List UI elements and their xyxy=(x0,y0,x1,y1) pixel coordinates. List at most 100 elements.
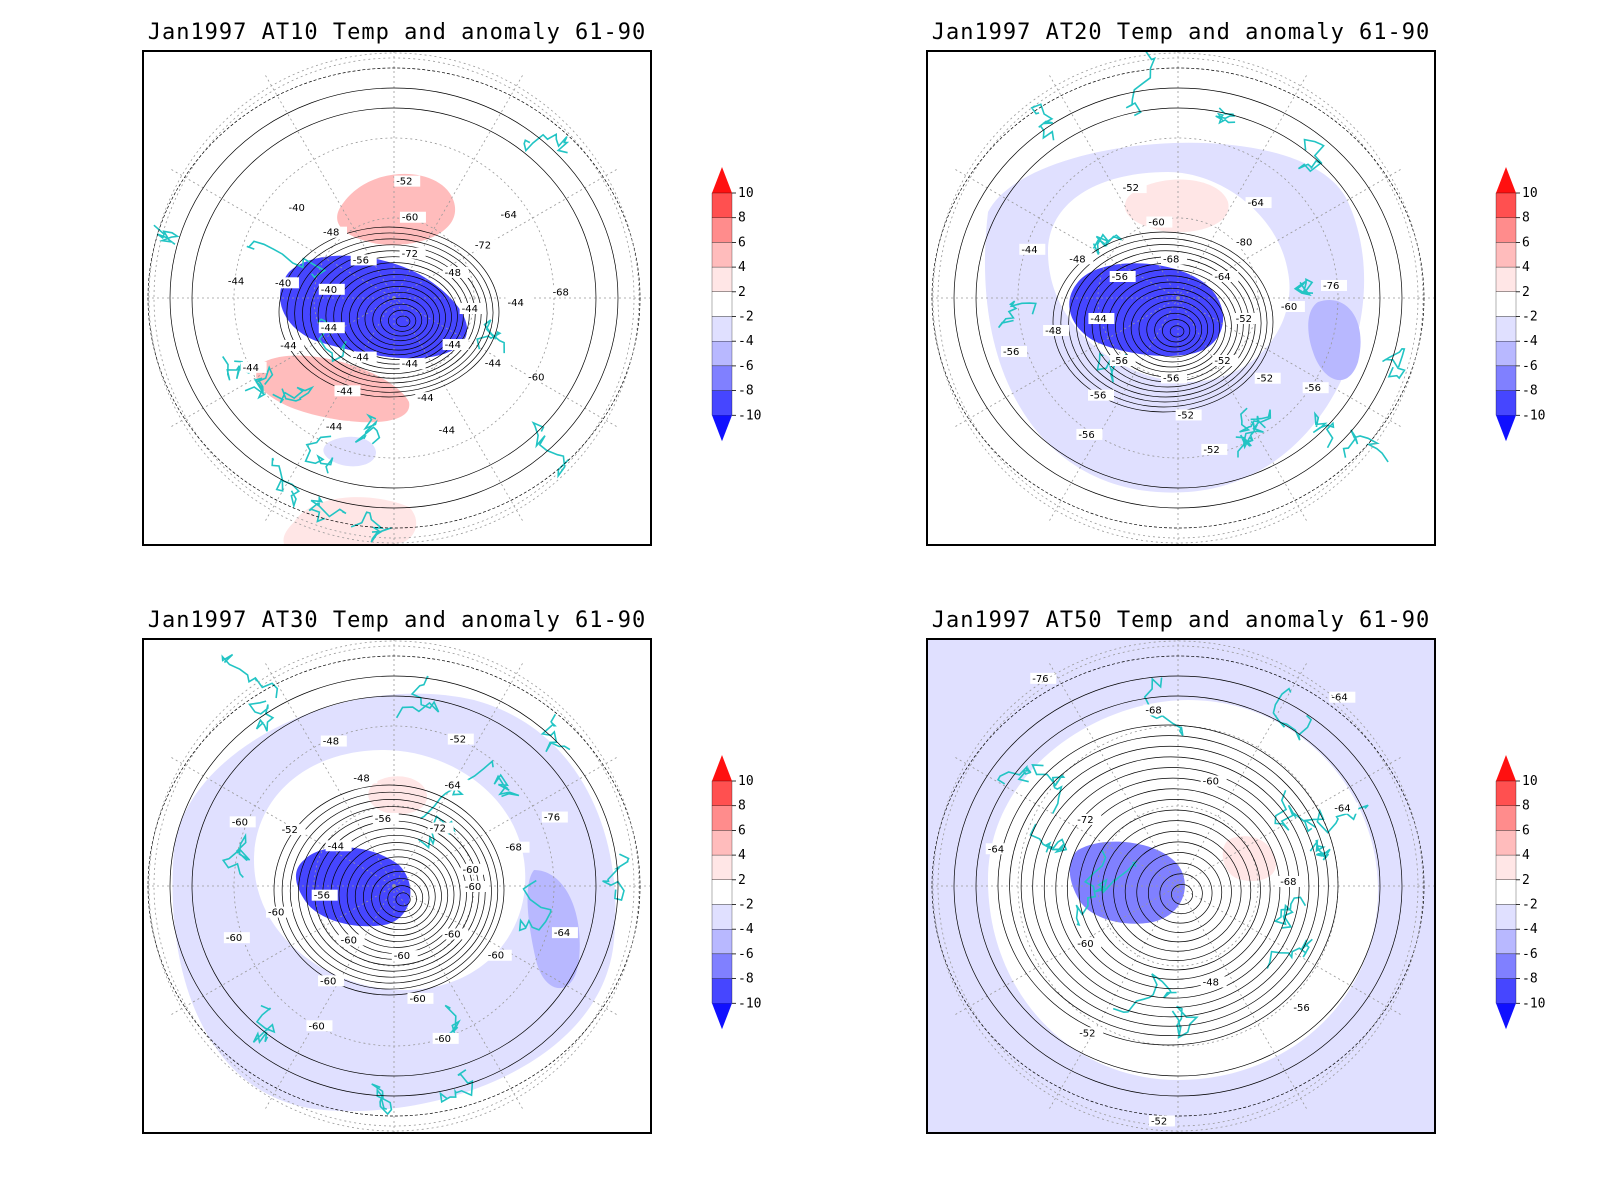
contour-label-bg xyxy=(1001,346,1028,358)
contour-label-bg xyxy=(240,361,267,373)
contour-line xyxy=(338,842,455,948)
polar-map: -52 -52 -52 -52 -52 -56 -56 -56 -56 -56 -48 -44 -44 -… xyxy=(928,52,1434,544)
colorbar-label: -4 xyxy=(1522,922,1538,937)
contour-label-bg xyxy=(311,889,338,901)
contour-line xyxy=(1068,244,1262,403)
colorbar-segment xyxy=(1495,879,1517,905)
contour-label: -48 xyxy=(323,737,339,748)
colorbar-label: 10 xyxy=(738,186,754,201)
meridian-line xyxy=(1047,885,1179,1112)
contour-label-bg xyxy=(334,385,361,397)
colorbar-label: -2 xyxy=(738,898,754,913)
contour-label: -52 xyxy=(396,177,412,188)
colorbar-segment xyxy=(711,929,733,955)
contour-label-bg xyxy=(229,816,256,828)
contour-label-bg xyxy=(394,175,421,187)
contour-label: -64 xyxy=(988,844,1004,855)
contour-label-bg xyxy=(1175,409,1202,421)
contour-line xyxy=(372,297,429,342)
contour-label-bg xyxy=(1019,243,1046,255)
contour-label: -44 xyxy=(353,353,369,364)
contour-label-bg xyxy=(1109,355,1136,367)
contour-label-bg xyxy=(399,358,426,370)
contour-label-bg xyxy=(321,226,348,238)
contour-label: -60 xyxy=(463,865,479,876)
contour-line xyxy=(333,268,458,365)
anomaly-region-negative xyxy=(172,693,616,1112)
colorbar-label: -10 xyxy=(1522,408,1545,423)
contour-label-bg xyxy=(1143,704,1170,716)
contour-label: -64 xyxy=(444,781,460,792)
colorbar-label: -10 xyxy=(738,996,761,1011)
colorbar-label: -10 xyxy=(1522,996,1545,1011)
colorbar-svg: 10 8 6 4 2 -2 -4 -6 -8 -10 xyxy=(711,755,761,1030)
contour-line xyxy=(371,870,430,925)
colorbar-segment xyxy=(1495,266,1517,292)
contour-label: -60 xyxy=(320,976,336,987)
colorbar-arrow-down xyxy=(712,415,732,442)
meridian-line xyxy=(393,297,525,524)
colorbar-arrow-up xyxy=(1496,755,1516,781)
map-frame: -68 -56 -52 -48 -52 -60 -64 -76 -72 -68 -64 -60 -64 xyxy=(926,638,1436,1134)
contour-line xyxy=(1115,281,1226,373)
colorbar-segment xyxy=(1495,217,1517,243)
contour-label-bg xyxy=(415,392,442,404)
contour-label-bg xyxy=(1087,389,1114,401)
contour-line xyxy=(191,695,597,1077)
colorbar: 10 8 6 4 2 -2 -4 -6 -8 -10 xyxy=(702,753,782,1043)
contour-label-bg xyxy=(1332,802,1359,814)
colorbar-segment xyxy=(711,291,733,317)
contour-line xyxy=(1090,809,1261,971)
contour-line xyxy=(1171,884,1194,905)
contour-label-bg xyxy=(407,992,434,1004)
contour-label-bg xyxy=(1075,813,1102,825)
contour-label-bg xyxy=(1146,216,1173,228)
contour-label: -64 xyxy=(1331,693,1347,704)
contour-line xyxy=(395,315,411,328)
contour-line xyxy=(356,286,440,351)
meridian-line xyxy=(393,885,525,1112)
contour-label: -44 xyxy=(402,359,418,370)
contour-label-bg xyxy=(1200,775,1227,787)
colorbar-label: 10 xyxy=(1522,186,1538,201)
map-frame: -44 -44 -44 -44 -44 -44 -44 -44 -44 -44 -44 -44 -44 -… xyxy=(142,50,652,546)
contour-line xyxy=(953,87,1403,509)
coastline xyxy=(153,132,570,543)
meridian-line xyxy=(263,660,395,887)
contour-label: -60 xyxy=(308,1021,324,1032)
contour-label: -52 xyxy=(1257,374,1273,385)
contour-line xyxy=(169,675,619,1097)
contour-label: -56 xyxy=(1112,272,1128,283)
colorbar-arrow-up xyxy=(712,167,732,193)
colorbar-label: -2 xyxy=(1522,310,1538,325)
meridian-line xyxy=(952,297,1179,429)
contour-label-bg xyxy=(1212,355,1239,367)
contour-line xyxy=(317,256,470,374)
contour-label-bg xyxy=(325,840,352,852)
contour-label-bg xyxy=(1278,876,1305,887)
contour-label-bg xyxy=(279,824,306,836)
contour-label-bg xyxy=(1302,382,1329,394)
contour-label-bg xyxy=(447,733,474,745)
contour-label: -64 xyxy=(1248,198,1264,209)
contour-line xyxy=(289,799,492,984)
contour-label-bg xyxy=(1329,691,1356,703)
panel-title: Jan1997 AT10 Temp and anomaly 61-90 xyxy=(147,20,647,45)
meridian-line xyxy=(1177,660,1309,887)
meridian-line xyxy=(393,167,620,299)
colorbar-segment xyxy=(711,780,733,806)
colorbar-label: -2 xyxy=(1522,898,1538,913)
contour-line xyxy=(1124,841,1232,943)
contour-label: -44 xyxy=(1090,314,1106,325)
anomaly-region-negative xyxy=(1069,841,1185,924)
meridian-line xyxy=(263,72,395,299)
contour-label: -60 xyxy=(1281,302,1297,313)
colorbar-label: -4 xyxy=(1522,334,1538,349)
contour-label: -48 xyxy=(353,773,369,784)
contour-label-bg xyxy=(1161,372,1187,384)
map-boundary xyxy=(932,52,1424,544)
anomaly-region-positive xyxy=(368,776,428,815)
colorbar-label: 6 xyxy=(738,235,746,250)
colorbar-label: 2 xyxy=(738,285,746,300)
contour-label: -76 xyxy=(1323,281,1339,292)
